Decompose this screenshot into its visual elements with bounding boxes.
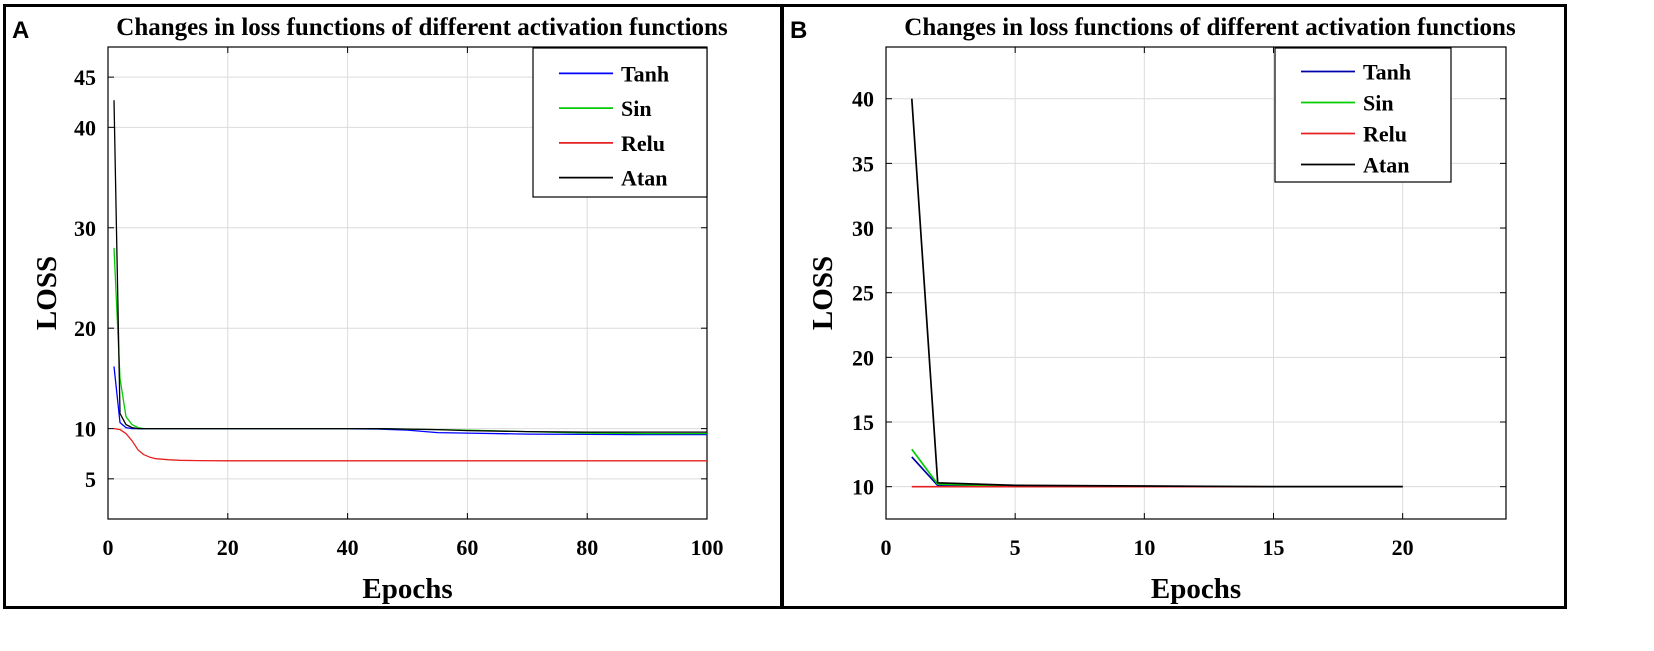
panel-b-ytick-label-5: 35: [852, 151, 874, 176]
panel-b-axes-box: [885, 46, 1507, 520]
panel-a-xtick-label-2: 40: [337, 535, 359, 560]
panel-b-ytick-label-4: 30: [852, 216, 874, 241]
panel-b-title: Changes in loss functions of different a…: [904, 14, 1516, 41]
panel-a-legend-label-relu: Relu: [621, 131, 665, 156]
panel-b-legend-box: [1274, 47, 1452, 183]
panel-b-series-atan-line: [910, 98, 1403, 488]
panel-a-xtick-label-1: 20: [217, 535, 239, 560]
panel-a-xtick-label-3: 60: [456, 535, 478, 560]
panel-a-series-relu-line: [113, 427, 707, 462]
panel-b-xtick-label-0: 0: [881, 535, 892, 560]
panel-a-ytick-label-0: 5: [85, 467, 96, 492]
panel-b-ytick-label-6: 40: [852, 87, 874, 112]
panel-b-xtick-label-4: 20: [1392, 535, 1414, 560]
panel-a-series-sin-line: [113, 247, 707, 435]
panel-a-xtick-label-0: 0: [103, 535, 114, 560]
panel-b-xtick-label-3: 15: [1263, 535, 1285, 560]
panel-a-title: Changes in loss functions of different a…: [116, 14, 728, 41]
panel-a-series-tanh-line: [113, 366, 707, 436]
panel-a-xtick-label-4: 80: [576, 535, 598, 560]
panel-b-ytick-label-2: 20: [852, 345, 874, 370]
panel-b-xlabel: Epochs: [1151, 573, 1241, 605]
panel-a-legend-label-sin: Sin: [621, 96, 652, 121]
panel-b-ytick-label-3: 25: [852, 281, 874, 306]
panel-a-xtick-label-5: 100: [691, 535, 724, 560]
panel-b-series-sin-line: [911, 448, 1403, 488]
panel-b-legend-label-relu: Relu: [1363, 122, 1407, 147]
panel-a-legend-label-atan: Atan: [621, 166, 667, 191]
panel-b-legend-label-sin: Sin: [1363, 91, 1394, 116]
panel-a-xlabel: Epochs: [362, 573, 452, 605]
panel-a-ytick-label-3: 30: [74, 216, 96, 241]
panel-a-ytick-label-2: 20: [74, 316, 96, 341]
panel-a-ytick-label-1: 10: [74, 417, 96, 442]
panel-b-ylabel: LOSS: [807, 256, 839, 330]
panel-b-xtick-label-1: 5: [1010, 535, 1021, 560]
panel-b-legend-label-atan: Atan: [1363, 153, 1409, 178]
panel-b-series-tanh-line: [911, 456, 1403, 488]
panel-a-ylabel: LOSS: [31, 256, 63, 330]
panel-b-legend-label-tanh: Tanh: [1363, 60, 1411, 85]
panel-a-legend-box: [532, 47, 708, 198]
panel-b-letter: B: [790, 17, 807, 44]
panel-a-legend-label-tanh: Tanh: [621, 61, 669, 86]
panel-b-ytick-label-1: 15: [852, 410, 874, 435]
panel-a-ytick-label-5: 45: [74, 65, 96, 90]
panel-a-axes-box: [107, 46, 708, 520]
panel-a-letter: A: [12, 17, 29, 44]
panel-b-xtick-label-2: 10: [1133, 535, 1155, 560]
panel-a-series-atan-line: [113, 100, 707, 433]
panel-b-ytick-label-0: 10: [852, 475, 874, 500]
panel-a-ytick-label-4: 40: [74, 115, 96, 140]
